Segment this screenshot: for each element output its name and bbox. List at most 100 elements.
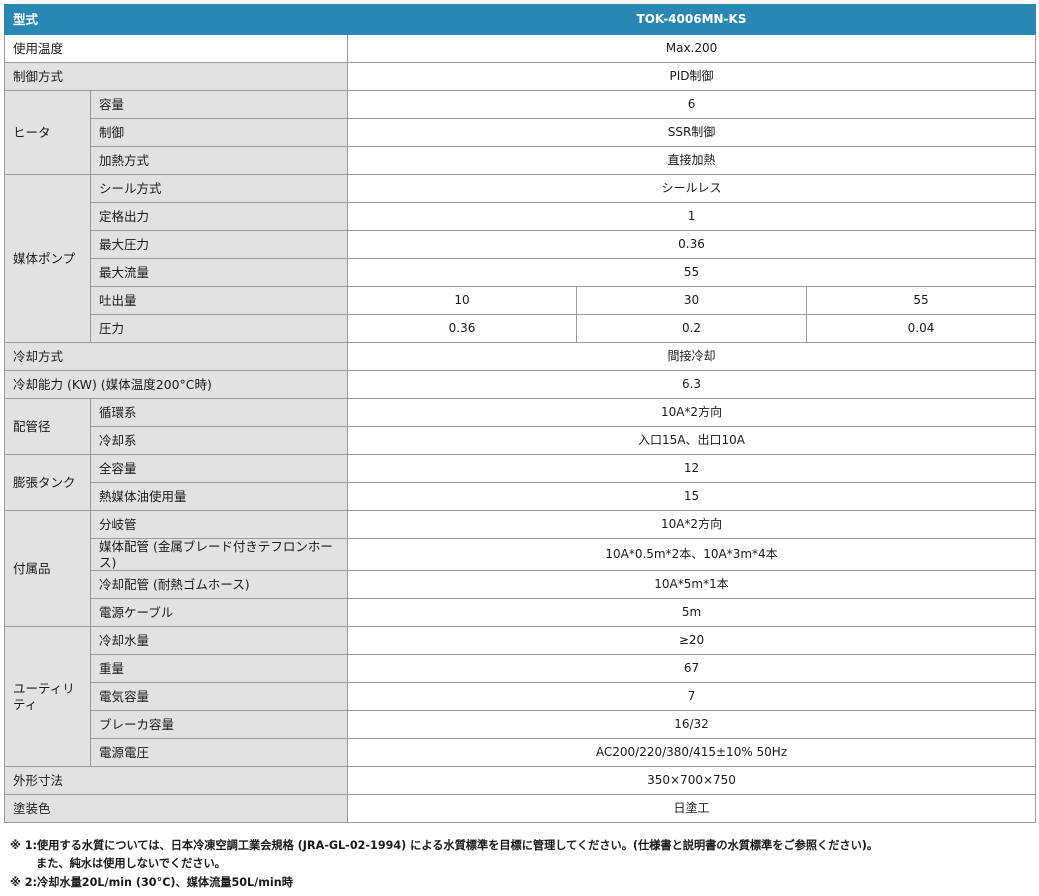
row-value-pump-max-pressure: 0.36	[347, 230, 1037, 259]
table-row: 最大圧力 0.36	[5, 230, 1037, 259]
row-value-pump-pressure-1: 0.36	[347, 314, 578, 343]
row-label-pump-rated-output: 定格出力	[89, 202, 349, 231]
table-row: 冷却能力 (KW) (媒体温度200°C時) 6.3	[3, 370, 1037, 399]
table-row: 電源電圧 AC200/220/380/415±10% 50Hz	[5, 738, 1037, 768]
table-row: 制御 SSR制御	[5, 118, 1037, 147]
row-label-heater-capacity: 容量	[89, 90, 349, 119]
row-label-utility-cooling-water: 冷却水量	[89, 626, 349, 656]
row-label-pump-max-flow: 最大流量	[89, 258, 349, 287]
row-value-heater-control: SSR制御	[347, 118, 1037, 147]
row-label-piping-cooling: 冷却系	[89, 426, 349, 455]
table-row: 冷却系 入口15A、出口10A	[5, 426, 1037, 455]
row-value-tank-oil-usage: 15	[347, 482, 1037, 511]
row-value-pump-discharge-1: 10	[347, 286, 578, 315]
row-label-tank-total-capacity: 全容量	[89, 454, 349, 483]
table-row: 熱媒体油使用量 15	[5, 482, 1037, 511]
row-label-accessory-cooling-piping: 冷却配管 (耐熱ゴムホース)	[89, 570, 349, 600]
table-row: 外形寸法 350×700×750	[3, 766, 1037, 796]
row-value-accessory-cooling-piping: 10A*5m*1本	[347, 570, 1037, 600]
row-value-utility-power-voltage: AC200/220/380/415±10% 50Hz	[347, 738, 1037, 768]
row-label-paint-color: 塗装色	[3, 794, 349, 824]
table-row: 冷却方式 間接冷却	[3, 342, 1037, 371]
row-label-pump-seal-type: シール方式	[89, 174, 349, 203]
table-row: 冷却配管 (耐熱ゴムホース) 10A*5m*1本	[5, 570, 1037, 600]
row-label-accessory-medium-piping: 媒体配管 (金属ブレード付きテフロンホース)	[89, 537, 349, 572]
footnote-1-line-2: また、純水は使用しないでください。	[36, 857, 226, 871]
table-row: 電気容量 7	[5, 682, 1037, 712]
table-header-row: 型式 TOK-4006MN-KS	[3, 4, 1037, 35]
group-label-accessories: 付属品	[4, 509, 91, 628]
table-row: 電源ケーブル 5m	[5, 598, 1037, 628]
row-value-accessory-power-cable: 5m	[347, 598, 1037, 628]
row-label-dimensions: 外形寸法	[3, 766, 349, 796]
row-label-utility-weight: 重量	[89, 654, 349, 684]
row-label-pump-pressure: 圧力	[89, 314, 349, 343]
row-label-pump-discharge: 吐出量	[89, 286, 349, 315]
row-label-pump-max-pressure: 最大圧力	[89, 230, 349, 259]
table-row: 膨張タンク 全容量 12	[4, 454, 1037, 511]
table-row: ブレーカ容量 16/32	[5, 710, 1037, 740]
row-value-heater-capacity: 6	[347, 90, 1037, 119]
row-value-accessory-branch-pipe: 10A*2方向	[347, 510, 1037, 539]
row-label-tank-oil-usage: 熱媒体油使用量	[89, 482, 349, 511]
row-value-pump-max-flow: 55	[347, 258, 1037, 287]
footnote-2: ※ 2:冷却水量20L/min (30°C)、媒体流量50L/min時	[10, 875, 293, 889]
row-label-utility-power-voltage: 電源電圧	[89, 738, 349, 768]
group-label-expansion-tank: 膨張タンク	[4, 454, 91, 511]
row-label-utility-electric-capacity: 電気容量	[89, 682, 349, 712]
row-label-cooling-capacity: 冷却能力 (KW) (媒体温度200°C時)	[3, 370, 349, 399]
row-value-cooling-method: 間接冷却	[347, 342, 1037, 371]
row-label-heater-heating-method: 加熱方式	[89, 146, 349, 175]
row-value-pump-pressure-3: 0.04	[806, 314, 1037, 343]
table-row: 最大流量 55	[5, 258, 1037, 287]
group-label-pump: 媒体ポンプ	[4, 174, 91, 343]
row-label-utility-breaker-capacity: ブレーカ容量	[89, 710, 349, 740]
table-row: ユーティリティ 冷却水量 ≥20	[4, 626, 1037, 768]
header-model-value: TOK-4006MN-KS	[347, 4, 1037, 35]
table-row: 媒体配管 (金属ブレード付きテフロンホース) 10A*0.5m*2本、10A*3…	[5, 537, 1037, 572]
row-value-utility-cooling-water: ≥20	[347, 626, 1037, 656]
header-label: 型式	[3, 4, 349, 35]
row-label-operating-temp: 使用温度	[3, 34, 349, 63]
row-value-paint-color: 日塗工	[347, 794, 1037, 824]
table-row: 使用温度 Max.200	[3, 34, 1037, 63]
table-row: 塗装色 日塗工	[3, 794, 1037, 824]
table-row: 制御方式 PID制御	[3, 62, 1037, 91]
row-value-piping-cooling: 入口15A、出口10A	[347, 426, 1037, 455]
row-value-utility-weight: 67	[347, 654, 1037, 684]
row-value-pump-discharge-2: 30	[576, 286, 808, 315]
row-value-cooling-capacity: 6.3	[347, 370, 1037, 399]
row-value-pump-discharge-3: 55	[806, 286, 1037, 315]
row-label-piping-circulation: 循環系	[89, 398, 349, 427]
row-label-accessory-power-cable: 電源ケーブル	[89, 598, 349, 628]
table-row: 配管径 循環系 10A*2方向	[4, 398, 1037, 455]
row-label-control-method: 制御方式	[3, 62, 349, 91]
table-row: 媒体ポンプ シール方式 シールレス	[4, 174, 1037, 343]
row-value-accessory-medium-piping: 10A*0.5m*2本、10A*3m*4本	[347, 537, 1037, 572]
row-value-pump-seal-type: シールレス	[347, 174, 1037, 203]
group-label-heater: ヒータ	[4, 90, 91, 175]
table-row: 重量 67	[5, 654, 1037, 684]
row-value-operating-temp: Max.200	[347, 34, 1037, 63]
row-value-utility-electric-capacity: 7	[347, 682, 1037, 712]
table-row: 定格出力 1	[5, 202, 1037, 231]
row-label-cooling-method: 冷却方式	[3, 342, 349, 371]
table-row: 加熱方式 直接加熱	[5, 146, 1037, 175]
row-value-tank-total-capacity: 12	[347, 454, 1037, 483]
table-row: ヒータ 容量 6	[4, 90, 1037, 175]
specification-table: 型式 TOK-4006MN-KS 使用温度 Max.200 制御方式 PID制御…	[3, 4, 1037, 824]
table-row: 付属品 分岐管 10A*2方向	[4, 509, 1037, 628]
row-value-pump-pressure-2: 0.2	[576, 314, 808, 343]
row-value-pump-rated-output: 1	[347, 202, 1037, 231]
row-value-heater-heating-method: 直接加熱	[347, 146, 1037, 175]
table-row: 吐出量 10 30 55	[5, 286, 1037, 315]
group-label-piping: 配管径	[4, 398, 91, 455]
row-label-heater-control: 制御	[89, 118, 349, 147]
row-value-utility-breaker-capacity: 16/32	[347, 710, 1037, 740]
footnotes: ※ 1:使用する水質については、日本冷凍空調工業会規格 (JRA-GL-02-1…	[10, 837, 1035, 891]
row-value-piping-circulation: 10A*2方向	[347, 398, 1037, 427]
table-row: 圧力 0.36 0.2 0.04	[5, 314, 1037, 343]
row-value-control-method: PID制御	[347, 62, 1037, 91]
row-value-dimensions: 350×700×750	[347, 766, 1037, 796]
row-label-accessory-branch-pipe: 分岐管	[89, 510, 349, 539]
